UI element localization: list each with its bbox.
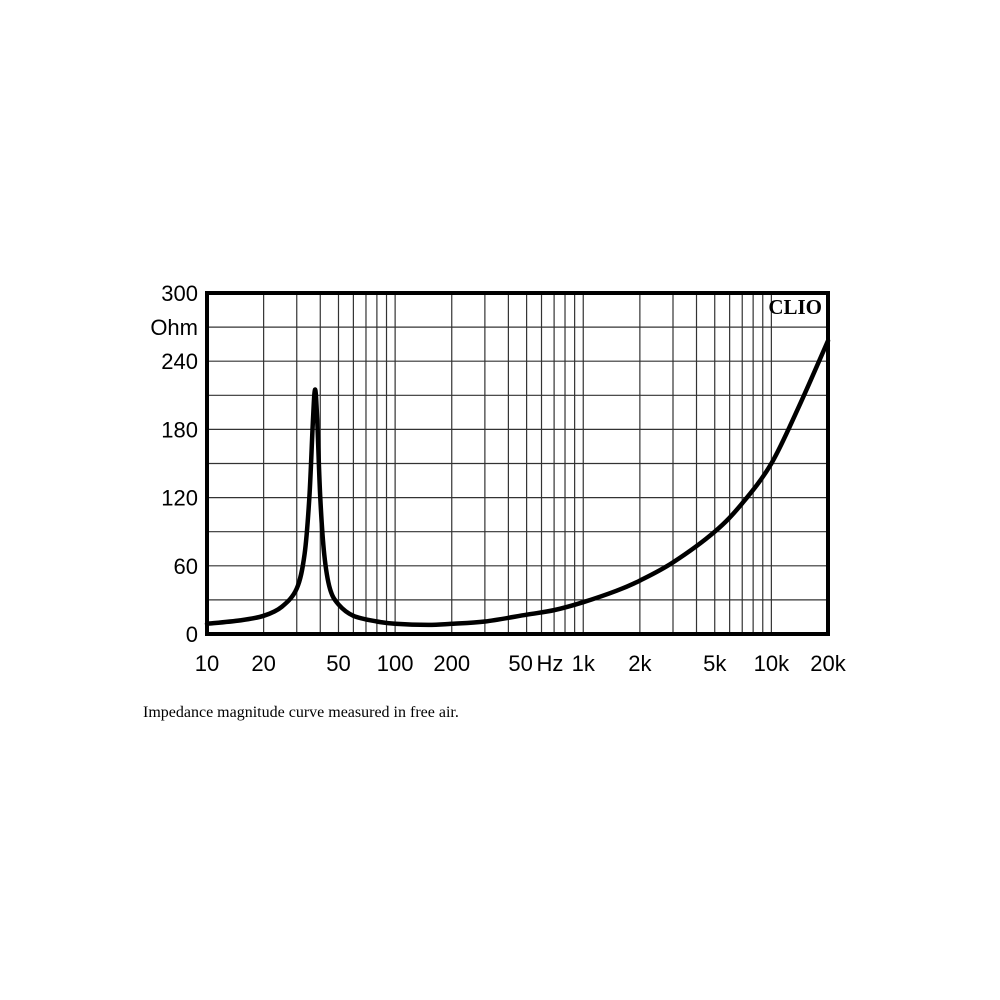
x-tick-label: 50 [326,651,350,676]
clio-logo: CLIO [768,295,822,319]
x-tick-label: 50 [508,651,532,676]
x-tick-label: 1k [572,651,596,676]
y-unit-label: Ohm [150,315,198,340]
x-axis: 10 20 50 100 200 50 1k 2k 5k 10k 20k [195,651,847,676]
y-tick-label: 300 [161,281,198,306]
x-tick-label: 5k [703,651,727,676]
y-tick-label: 180 [161,417,198,442]
plot-frame [205,291,830,636]
x-tick-label: 20k [810,651,846,676]
y-axis: 0 60 120 180 240 300 [161,281,198,647]
x-tick-label: 100 [377,651,414,676]
x-tick-label: 20 [251,651,275,676]
y-tick-label: 60 [174,554,198,579]
y-tick-label: 120 [161,486,198,511]
x-tick-label: 2k [628,651,652,676]
y-tick-label: 0 [186,622,198,647]
x-tick-label: 200 [433,651,470,676]
x-tick-label: 10k [754,651,790,676]
chart-caption: Impedance magnitude curve measured in fr… [143,704,459,721]
impedance-curve [204,338,831,628]
grid [207,293,828,634]
x-unit-label: Hz [537,651,564,676]
x-tick-label: 10 [195,651,219,676]
y-tick-label: 240 [161,349,198,374]
